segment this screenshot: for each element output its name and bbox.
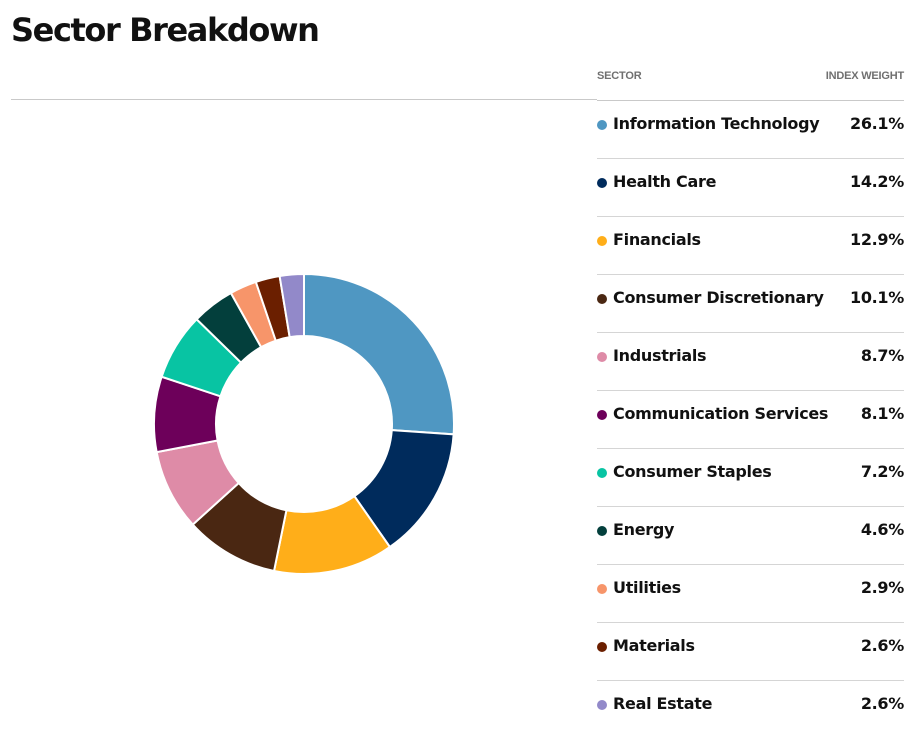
legend-color-dot (597, 468, 607, 478)
legend-color-dot (597, 178, 607, 188)
legend-weight-value: 8.7% (860, 346, 904, 365)
legend-sector-label: Health Care (613, 172, 717, 191)
legend-sector-label: Utilities (613, 578, 681, 597)
legend-row: Information Technology 26.1% (597, 101, 904, 159)
legend-color-dot (597, 700, 607, 710)
legend-sector-label: Information Technology (613, 114, 820, 133)
legend-weight-value: 4.6% (860, 520, 904, 539)
legend-row: Consumer Staples 7.2% (597, 449, 904, 507)
legend-weight-value: 12.9% (849, 230, 904, 249)
legend-color-dot (597, 526, 607, 536)
legend-color-dot (597, 352, 607, 362)
legend-weight-value: 2.9% (860, 578, 904, 597)
legend-weight-value: 2.6% (860, 694, 904, 713)
legend-color-dot (597, 294, 607, 304)
donut-slice (278, 272, 305, 339)
legend-weight-value: 14.2% (849, 172, 904, 191)
legend-sector-label: Industrials (613, 346, 707, 365)
legend-row: Utilities 2.9% (597, 565, 904, 623)
legend-sector-label: Communication Services (613, 404, 829, 423)
legend-sector-label: Consumer Staples (613, 462, 772, 481)
legend-row: Health Care 14.2% (597, 159, 904, 217)
legend-sector-label: Real Estate (613, 694, 713, 713)
sector-column-header: SECTOR (597, 70, 642, 82)
index-weight-column-header: INDEX WEIGHT (825, 70, 904, 82)
donut-chart (144, 264, 464, 584)
legend-color-dot (597, 584, 607, 594)
legend-row: Communication Services 8.1% (597, 391, 904, 449)
title-divider (11, 99, 597, 100)
donut-slice (303, 272, 455, 436)
legend-row: Real Estate 2.6% (597, 681, 904, 738)
legend-color-dot (597, 120, 607, 130)
legend-color-dot (597, 410, 607, 420)
legend-sector-label: Energy (613, 520, 675, 539)
legend-rows: Information Technology 26.1% Health Care 14… (597, 101, 904, 738)
legend-row: Financials 12.9% (597, 217, 904, 275)
legend-color-dot (597, 236, 607, 246)
legend-sector-label: Consumer Discretionary (613, 288, 824, 307)
legend-header-row: SECTOR INDEX WEIGHT (597, 60, 904, 101)
legend-row: Consumer Discretionary 10.1% (597, 275, 904, 333)
legend-weight-value: 10.1% (849, 288, 904, 307)
legend-weight-value: 7.2% (860, 462, 904, 481)
legend-row: Industrials 8.7% (597, 333, 904, 391)
legend-color-dot (597, 642, 607, 652)
legend-row: Energy 4.6% (597, 507, 904, 565)
legend-row: Materials 2.6% (597, 623, 904, 681)
legend-weight-value: 2.6% (860, 636, 904, 655)
donut-chart-svg (153, 272, 455, 575)
page-title: Sector Breakdown (11, 11, 320, 49)
legend-sector-label: Materials (613, 636, 695, 655)
legend-weight-value: 8.1% (860, 404, 904, 423)
legend-sector-label: Financials (613, 230, 701, 249)
legend-weight-value: 26.1% (849, 114, 904, 133)
sector-legend-table: SECTOR INDEX WEIGHT Information Technolo… (597, 60, 904, 738)
